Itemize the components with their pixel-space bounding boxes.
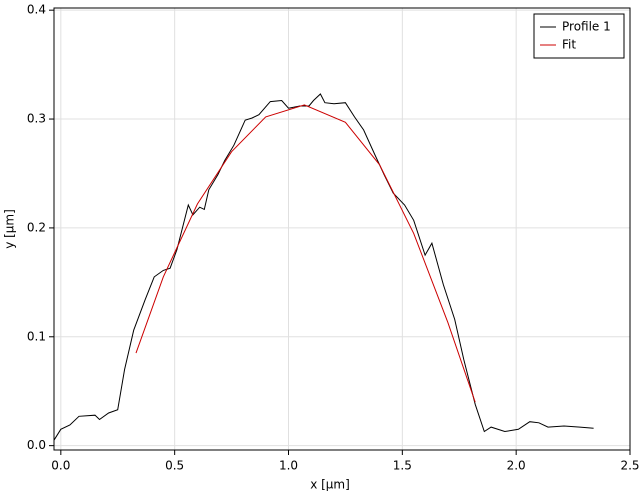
legend-label: Fit [562, 38, 576, 52]
legend-box [533, 13, 625, 59]
x-tick-label: 1.5 [393, 459, 412, 473]
x-tick-label: 0.5 [165, 459, 184, 473]
y-axis-title: y [µm] [3, 209, 17, 249]
y-tick-label: 0.0 [27, 438, 46, 452]
series-line [135, 104, 476, 403]
legend: Profile 1 Fit [533, 13, 625, 59]
x-tick-label: 2.5 [620, 459, 639, 473]
x-tick-label: 1.0 [279, 459, 298, 473]
x-tick-label: 0.0 [51, 459, 70, 473]
x-tick-label: 2.0 [507, 459, 526, 473]
y-tick-label: 0.2 [27, 220, 46, 234]
y-tick-label: 0.1 [27, 329, 46, 343]
plot-frame [53, 7, 631, 451]
y-tick-label: 0.3 [27, 112, 46, 126]
legend-label: Profile 1 [562, 20, 611, 34]
x-axis-title: x [µm] [310, 478, 350, 492]
y-tick-label: 0.4 [27, 3, 46, 17]
series-line [53, 93, 594, 441]
